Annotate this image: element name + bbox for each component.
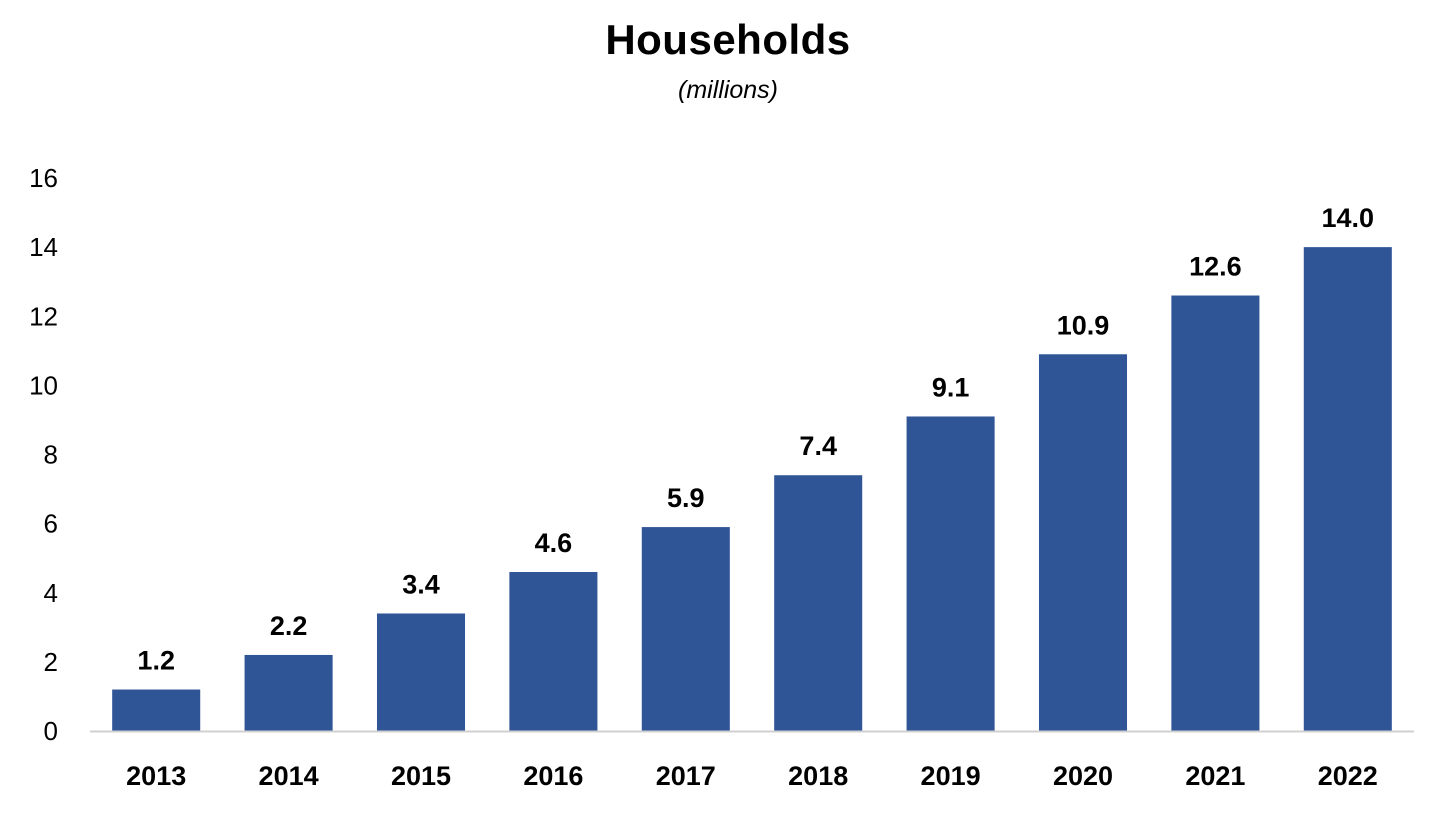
- x-tick-label: 2021: [1185, 761, 1245, 791]
- data-label: 9.1: [932, 372, 970, 402]
- y-tick-label: 12: [29, 301, 58, 331]
- data-label: 3.4: [402, 569, 440, 599]
- bar: [376, 613, 466, 731]
- data-label: 7.4: [799, 431, 837, 461]
- y-tick-label: 16: [29, 163, 58, 193]
- x-tick-label: 2014: [259, 761, 319, 791]
- data-label: 2.2: [270, 611, 308, 641]
- y-tick-label: 10: [29, 370, 58, 400]
- data-label: 4.6: [535, 528, 573, 558]
- data-label: 5.9: [667, 483, 705, 513]
- bar: [112, 689, 201, 731]
- y-tick-label: 4: [44, 578, 58, 608]
- y-tick-label: 8: [44, 440, 58, 470]
- bar: [244, 654, 333, 731]
- y-tick-label: 0: [44, 716, 58, 746]
- x-axis-categories: 2013 2014 2015 2016 2017 2018 2019 2020 2021 2022: [126, 761, 1378, 791]
- y-tick-label: 2: [44, 647, 58, 677]
- x-tick-label: 2022: [1318, 761, 1378, 791]
- x-tick-label: 2013: [126, 761, 186, 791]
- x-tick-label: 2015: [391, 761, 451, 791]
- y-tick-label: 6: [44, 509, 58, 539]
- bar: [1171, 295, 1260, 731]
- data-label: 12.6: [1189, 252, 1242, 282]
- data-label: 1.2: [137, 646, 175, 676]
- chart-subtitle: (millions): [678, 76, 778, 104]
- data-label: 14.0: [1322, 203, 1375, 233]
- bar: [774, 475, 863, 731]
- bar: [641, 527, 730, 731]
- bar: [1038, 354, 1128, 731]
- chart-title: Households: [605, 16, 851, 63]
- x-tick-label: 2017: [656, 761, 716, 791]
- x-tick-label: 2016: [523, 761, 583, 791]
- bar: [1303, 247, 1392, 731]
- x-tick-label: 2019: [921, 761, 981, 791]
- data-labels: 1.2 2.2 3.4 4.6 5.9 7.4 9.1 10.9 12.6 14.0: [137, 203, 1374, 675]
- y-tick-label: 14: [29, 232, 58, 262]
- data-label: 10.9: [1057, 310, 1110, 340]
- bars: [112, 247, 1392, 731]
- x-tick-label: 2018: [788, 761, 848, 791]
- bar: [906, 416, 995, 731]
- x-tick-label: 2020: [1053, 761, 1113, 791]
- y-axis-ticks: 0 2 4 6 8 10 12 14 16: [29, 163, 58, 746]
- bar: [509, 572, 598, 731]
